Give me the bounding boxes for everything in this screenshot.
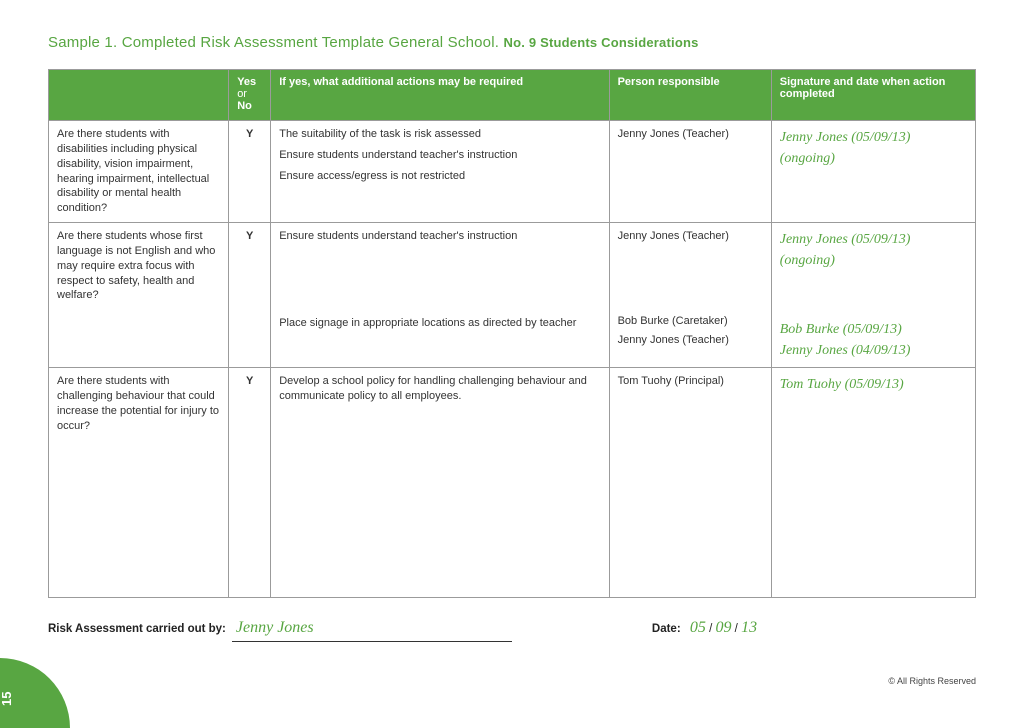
title-main: Sample 1. Completed Risk Assessment Temp… [48,34,499,51]
yesno-cell: Y [229,368,271,598]
actions-cell: Develop a school policy for handling cha… [271,368,609,598]
action-item: Ensure access/egress is not restricted [279,169,600,184]
col-header-yesno: Yes orNo [229,70,271,121]
date-month: 09 [715,619,731,636]
action-item: Ensure students understand teacher's ins… [279,148,600,163]
col-header-person: Person responsible [609,70,771,121]
signature-cell: Tom Tuohy (05/09/13) [771,368,975,598]
question-cell: Are there students with disabilities inc… [49,121,229,223]
action-item: Place signage in appropriate locations a… [279,316,600,331]
risk-assessment-table: Yes orNo If yes, what additional actions… [48,69,976,598]
col-header-signature: Signature and date when action completed [771,70,975,121]
person-cell: Tom Tuohy (Principal) [609,368,771,598]
date-sep: / [735,623,738,635]
signature-text: Tom Tuohy (05/09/13) [780,374,967,395]
date-day: 05 [690,619,706,636]
person-item: Jenny Jones (Teacher) [618,333,763,348]
person-item: Tom Tuohy (Principal) [618,374,763,389]
carried-out-label: Risk Assessment carried out by: [48,623,226,635]
action-item: Ensure students understand teacher's ins… [279,229,600,244]
action-item: Develop a school policy for handling cha… [279,374,600,404]
carried-out-value: Jenny Jones [232,616,512,642]
title-sub: No. 9 Students Considerations [503,35,698,50]
date-sep: / [709,623,712,635]
page-number: 15 [0,692,14,706]
actions-cell: The suitability of the task is risk asse… [271,121,609,223]
table-row: Are there students with disabilities inc… [49,121,976,223]
signature-text: Jenny Jones (05/09/13) (ongoing) [780,229,967,271]
yesno-cell: Y [229,223,271,368]
date-label: Date: [652,623,681,635]
person-item: Bob Burke (Caretaker) [618,314,763,329]
signature-text: Jenny Jones (05/09/13) (ongoing) [780,127,967,169]
col-header-actions: If yes, what additional actions may be r… [271,70,609,121]
carried-out-signature: Jenny Jones [236,619,314,636]
page-corner-badge: 15 [0,658,70,728]
signature-text: Jenny Jones (04/09/13) [780,340,967,361]
person-item: Jenny Jones (Teacher) [618,229,763,244]
signature-cell: Jenny Jones (05/09/13) (ongoing) [771,121,975,223]
yesno-cell: Y [229,121,271,223]
actions-cell: Ensure students understand teacher's ins… [271,223,609,368]
document-title: Sample 1. Completed Risk Assessment Temp… [48,34,976,51]
footer-signoff: Risk Assessment carried out by: Jenny Jo… [48,616,976,642]
copyright-notice: © All Rights Reserved [888,676,976,686]
signature-text: Bob Burke (05/09/13) [780,319,967,340]
question-cell: Are there students with challenging beha… [49,368,229,598]
action-item: The suitability of the task is risk asse… [279,127,600,142]
signature-cell: Jenny Jones (05/09/13) (ongoing) Bob Bur… [771,223,975,368]
person-item: Jenny Jones (Teacher) [618,127,763,142]
question-cell: Are there students whose first language … [49,223,229,368]
table-row: Are there students with challenging beha… [49,368,976,598]
page-content: Sample 1. Completed Risk Assessment Temp… [0,0,1024,642]
table-row: Are there students whose first language … [49,223,976,368]
col-header-question [49,70,229,121]
table-header-row: Yes orNo If yes, what additional actions… [49,70,976,121]
person-cell: Jenny Jones (Teacher) Bob Burke (Caretak… [609,223,771,368]
person-cell: Jenny Jones (Teacher) [609,121,771,223]
date-year: 13 [741,619,757,636]
